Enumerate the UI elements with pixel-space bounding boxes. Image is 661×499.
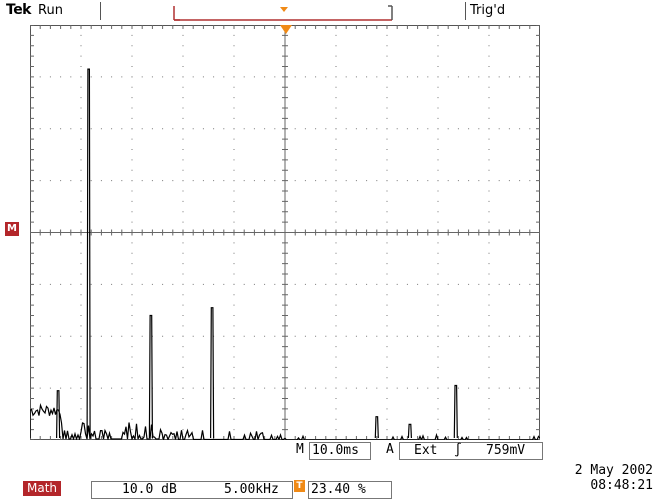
math-vertical-scale: 10.0 dB <box>122 482 177 497</box>
timebase-m-label: M <box>296 442 304 457</box>
date: 2 May 2002 <box>574 463 653 478</box>
acquisition-status: Run <box>38 3 63 18</box>
center-axes <box>30 25 540 440</box>
math-scale-box[interactable]: 10.0 dB 5.00kHz <box>91 481 293 499</box>
math-trace <box>30 68 540 440</box>
record-view-bracket <box>173 5 393 21</box>
brand-logo: Tek <box>6 2 32 18</box>
graticule[interactable] <box>30 25 540 440</box>
timebase-readout[interactable]: 10.0ms <box>309 442 371 460</box>
trigger-position-percent[interactable]: 23.40 % <box>308 481 392 499</box>
trigger-position-marker-icon: T <box>294 480 305 492</box>
trigger-slope-icon: ∫ <box>454 443 462 458</box>
divider <box>100 2 101 20</box>
status-bar: Tek Run Trig'd <box>0 0 661 24</box>
math-channel-badge[interactable]: Math <box>23 481 61 496</box>
divider <box>465 2 466 20</box>
trigger-marker-icon <box>280 25 292 34</box>
trigger-source: Ext <box>414 443 438 458</box>
trigger-status: Trig'd <box>470 3 506 18</box>
datetime: 2 May 2002 08:48:21 <box>575 463 653 493</box>
trigger-position-icon <box>280 7 288 12</box>
math-horizontal-scale: 5.00kHz <box>224 482 279 497</box>
trigger-readout-box[interactable]: Ext ∫ 759mV <box>399 442 543 460</box>
trigger-source-label: A <box>386 442 394 457</box>
math-reference-marker[interactable]: M <box>5 222 19 236</box>
trigger-level: 759mV <box>486 443 526 458</box>
time: 08:48:21 <box>590 478 653 493</box>
